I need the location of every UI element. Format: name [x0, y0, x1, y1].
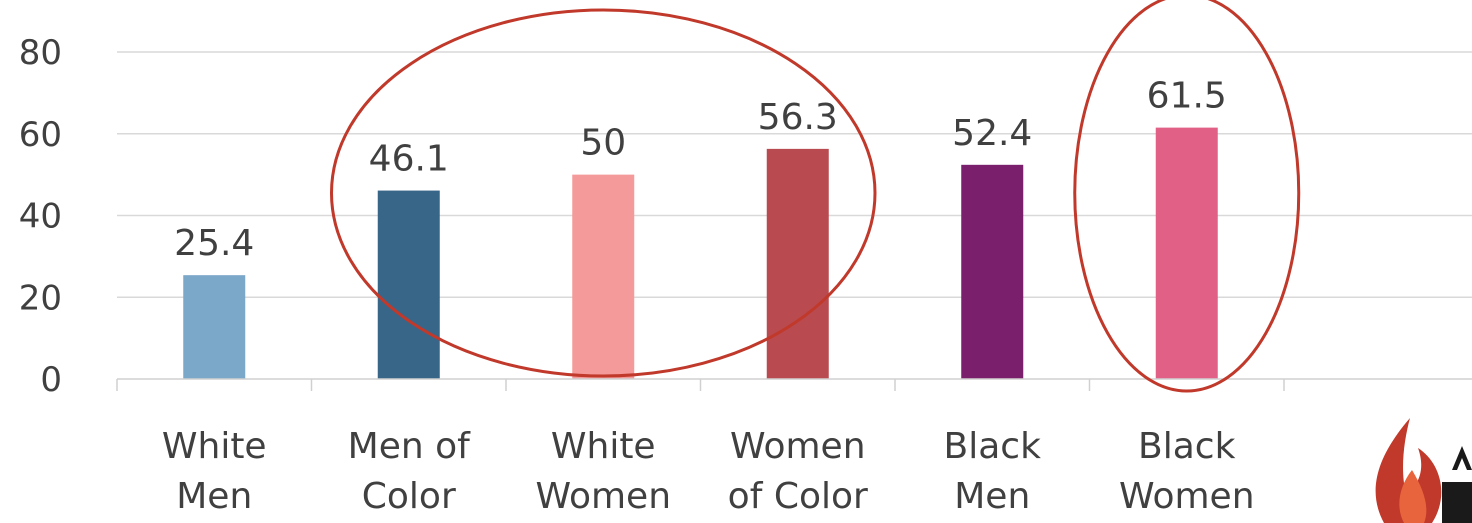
x-tick-label: White Women — [535, 426, 671, 517]
data-label: 52.4 — [952, 113, 1032, 154]
y-tick-label: 60 — [19, 115, 62, 155]
y-axis: 0 20 40 60 80 — [19, 33, 62, 400]
highlight-ellipse — [1073, 0, 1301, 393]
y-tick-label: 80 — [19, 33, 62, 73]
data-label: 61.5 — [1147, 76, 1227, 117]
y-tick-label: 0 — [40, 360, 62, 400]
x-tick-label-line: Women — [730, 426, 866, 467]
bars — [183, 127, 1218, 380]
y-tick-label: 20 — [19, 278, 62, 318]
x-tick-label-line: Color — [362, 476, 456, 517]
x-tick-label: White Men — [162, 426, 267, 517]
x-tick-label: Women of Color — [728, 426, 868, 517]
x-tick-label-line: Black — [1138, 426, 1236, 467]
flame-inner-icon — [1399, 470, 1427, 523]
x-tick-label-line: White — [162, 426, 267, 467]
bar — [961, 164, 1024, 379]
x-axis: White Men Men of Color White Women Women of Col… — [116, 378, 1472, 517]
x-tick-label: Men of Color — [348, 426, 471, 517]
bar — [572, 174, 635, 379]
x-tick-label-line: Black — [944, 426, 1042, 467]
bar — [1155, 127, 1218, 380]
data-labels: 25.4 46.1 50 56.3 52.4 61.5 — [174, 76, 1227, 265]
x-tick-label-line: Women — [535, 476, 671, 517]
bar — [377, 190, 440, 379]
logo — [1375, 418, 1472, 523]
x-tick-label-line: Women — [1119, 476, 1255, 517]
logo-letter-mark — [1442, 482, 1472, 523]
highlight-ellipses — [330, 0, 1301, 393]
logo-letter-a — [1452, 446, 1472, 470]
data-label: 50 — [580, 123, 626, 164]
data-label: 46.1 — [369, 139, 449, 180]
x-tick-label-line: White — [551, 426, 656, 467]
bar — [766, 148, 829, 379]
data-label: 56.3 — [758, 97, 838, 138]
x-tick-label: Black Women — [1119, 426, 1255, 517]
bar — [183, 275, 246, 379]
x-tick-label-line: of Color — [728, 476, 868, 517]
flame-icon — [1375, 418, 1442, 523]
x-tick-label-line: Men of — [348, 426, 471, 467]
data-label: 25.4 — [174, 223, 254, 264]
highlight-ellipse — [330, 8, 877, 378]
y-tick-label: 40 — [19, 197, 62, 237]
x-tick-label: Black Men — [944, 426, 1042, 517]
x-tick-label-line: Men — [176, 476, 252, 517]
x-tick-label-line: Men — [954, 476, 1030, 517]
